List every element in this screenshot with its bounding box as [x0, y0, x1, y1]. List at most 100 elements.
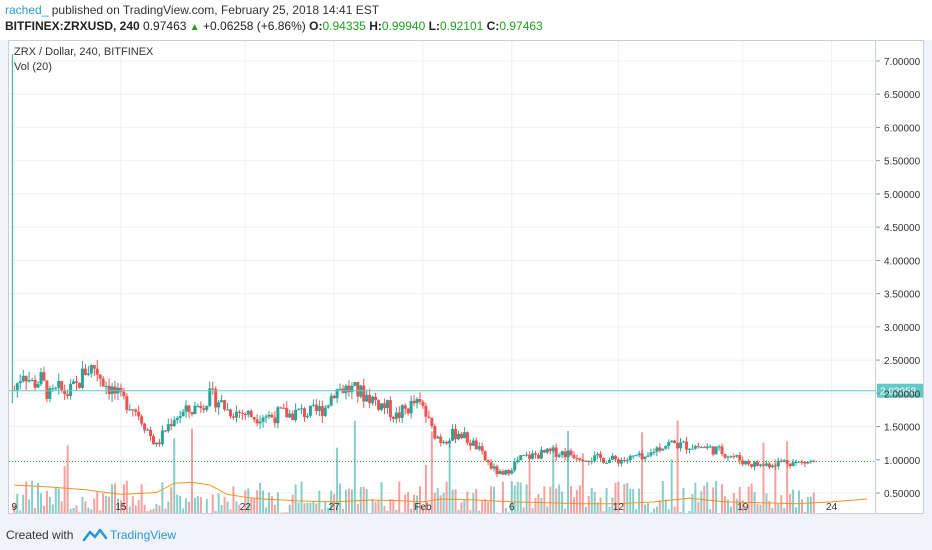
volume-bar: [729, 506, 732, 513]
volume-bar: [516, 482, 519, 513]
candle-body: [667, 442, 671, 447]
candle-body: [353, 382, 357, 386]
volume-bar: [528, 462, 531, 513]
chart-canvas[interactable]: 2.03958 7.00000 6.50000 6.00000 5.50000 5.00…: [0, 0, 932, 516]
volume-bar: [128, 506, 131, 513]
volume-bar: [303, 503, 306, 513]
candle-body: [563, 451, 567, 458]
candle-body: [246, 410, 250, 415]
volume-bar: [433, 492, 436, 513]
candle-body: [459, 433, 463, 439]
candle-body: [599, 453, 603, 458]
candle-body: [332, 395, 336, 399]
volume-bar: [747, 486, 750, 513]
volume-bar: [540, 497, 543, 513]
volume-bar: [265, 507, 268, 513]
volume-bar: [315, 503, 318, 513]
candle-body: [578, 458, 582, 461]
volume-bar: [673, 506, 676, 513]
candle-body: [380, 403, 384, 410]
volume-bar: [294, 484, 297, 513]
volume-bar: [626, 483, 629, 513]
candle-body: [39, 372, 43, 385]
candle-body: [442, 441, 446, 444]
candle-body: [143, 423, 147, 431]
candle-body: [806, 461, 810, 464]
volume-bar: [522, 507, 525, 513]
x-tick-label: 22: [240, 502, 252, 513]
candle-body: [350, 385, 354, 393]
candle-body: [531, 453, 535, 459]
volume-bar: [173, 438, 176, 513]
volume-bar: [19, 510, 22, 513]
volume-bar: [549, 486, 552, 513]
candle-body: [223, 400, 227, 410]
volume-bar: [454, 489, 457, 513]
volume-bar: [715, 480, 718, 513]
candle-body: [243, 413, 247, 415]
candle-body: [800, 461, 804, 463]
volume-bar: [309, 502, 312, 513]
volume-bar: [638, 488, 641, 513]
candle-body: [252, 417, 256, 420]
volume-bar: [629, 488, 632, 513]
volume-bar: [105, 495, 108, 513]
candle-body: [54, 387, 58, 389]
candle-body: [400, 405, 404, 418]
tradingview-brand-link[interactable]: TradingView: [110, 528, 177, 542]
volume-bar: [495, 512, 498, 513]
candle-body: [486, 460, 490, 463]
volume-bar: [199, 497, 202, 513]
volume-bars: [13, 420, 815, 513]
low-label: L:: [428, 19, 440, 33]
volume-bar: [99, 510, 102, 513]
candle-body: [220, 400, 224, 403]
candle-body: [391, 417, 395, 419]
candle-body: [397, 412, 401, 418]
volume-bar: [546, 506, 549, 513]
volume-bar: [732, 492, 735, 513]
chart-pane[interactable]: [8, 40, 876, 514]
volume-bar: [798, 490, 801, 513]
volume-bar: [339, 483, 342, 513]
volume-bar: [768, 500, 771, 513]
volume-bar: [792, 489, 795, 513]
candle-body: [471, 440, 475, 446]
volume-bar: [596, 502, 599, 513]
volume-bar: [395, 509, 398, 513]
candle-body: [311, 404, 315, 406]
candle-body: [42, 372, 46, 381]
candle-body: [803, 461, 807, 464]
candle-body: [214, 388, 218, 408]
candle-body: [267, 414, 271, 417]
candle-body: [456, 433, 460, 440]
candle-body: [36, 384, 40, 388]
candle-body: [519, 455, 523, 461]
volume-bar: [427, 508, 430, 513]
candle-body: [474, 440, 478, 450]
candle-body: [288, 413, 292, 418]
volume-bar: [652, 508, 655, 513]
up-arrow-icon: ▲: [189, 22, 200, 33]
volume-bar: [72, 507, 75, 513]
volume-bar: [738, 486, 741, 513]
volume-bar: [602, 511, 605, 513]
volume-bar: [688, 510, 691, 513]
candle-body: [412, 400, 416, 404]
volume-bar: [756, 503, 759, 513]
price-axis[interactable]: [876, 40, 924, 514]
candle-body: [507, 470, 511, 474]
author-link[interactable]: rached_: [5, 3, 49, 17]
volume-bar: [587, 495, 590, 513]
volume-bar: [614, 482, 617, 513]
candle-body: [95, 368, 99, 375]
volume-bar: [81, 496, 84, 513]
candle-body: [326, 405, 330, 408]
tradingview-logo-icon[interactable]: [82, 526, 108, 544]
candle-body: [418, 399, 422, 402]
candle-body: [477, 446, 481, 450]
candle-body: [172, 420, 176, 427]
volume-bar: [356, 503, 359, 513]
volume-bar: [371, 498, 374, 513]
candle-body: [462, 432, 466, 439]
